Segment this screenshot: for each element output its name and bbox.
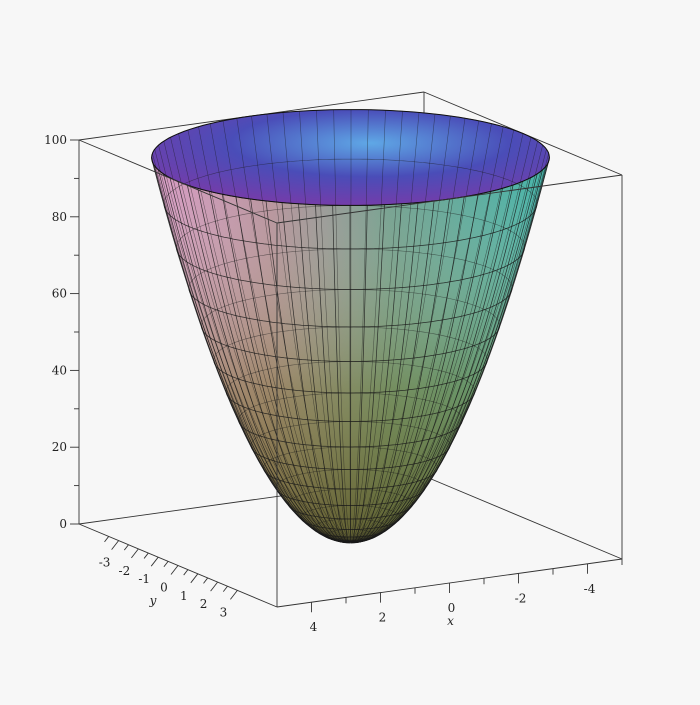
x-tick-label: -4: [584, 582, 596, 596]
surface-mesh-front: [151, 109, 550, 544]
surface-outer-front: [151, 157, 550, 542]
box-edge-top-left: [78, 139, 278, 224]
mesh-ring-back: [163, 158, 538, 205]
mesh-ring-front: [312, 528, 389, 538]
mesh-ring-front: [163, 203, 538, 250]
inner-surface-fill: [151, 109, 550, 206]
mesh-ring-front: [275, 487, 426, 506]
x-tick-label: 2: [379, 611, 387, 625]
y-tick-label: 2: [200, 597, 208, 611]
mesh-ring-front: [337, 540, 364, 544]
y-tick: [104, 536, 110, 543]
y-tick: [170, 565, 179, 575]
y-tick: [203, 577, 209, 584]
y-tick: [210, 581, 218, 592]
mesh-ring-front: [200, 325, 501, 362]
mesh-ring-front: [263, 468, 438, 490]
mesh-ring-front: [188, 288, 513, 328]
mesh-ring-front: [238, 419, 463, 448]
y-tick: [222, 585, 228, 592]
z-tick-label: 60: [52, 287, 67, 301]
z-tick-label: 100: [44, 133, 67, 147]
z-axis: 0 20 40 60 80 100: [44, 133, 79, 531]
mesh-ring-front: [325, 535, 376, 542]
rim-outline: [151, 109, 550, 206]
y-tick: [190, 573, 199, 584]
y-tick: [230, 590, 238, 600]
x-tick-label: 0: [448, 601, 456, 615]
y-axis-label: y: [149, 593, 157, 607]
x-tick-label: -2: [515, 591, 527, 605]
x-axis: 4 2 0 -2 -4 x: [310, 559, 623, 634]
y-tick: [131, 548, 139, 559]
y-tick: [123, 544, 129, 551]
y-tick-label: -1: [138, 572, 150, 586]
x-axis-label: x: [447, 614, 454, 628]
surface-inner-back: [151, 109, 550, 206]
z-tick-label: 40: [52, 363, 67, 377]
z-tick-label: 0: [59, 517, 67, 531]
y-tick: [111, 540, 119, 550]
mesh-ring-front: [225, 391, 476, 422]
y-tick: [183, 569, 189, 576]
x-tick-label: 4: [310, 620, 318, 634]
y-tick: [163, 561, 169, 568]
y-tick-label: 0: [160, 581, 168, 595]
mesh-ring-front: [300, 517, 401, 530]
z-tick-label: 20: [52, 440, 67, 454]
y-tick: [143, 552, 149, 559]
mesh-ring-front: [213, 360, 488, 394]
mesh-ring-front: [250, 445, 451, 470]
y-tick-label: -3: [99, 556, 111, 570]
outer-surface-shade: [151, 157, 550, 542]
box-edge-top-front: [276, 174, 623, 224]
box-edge-bottom-right: [423, 475, 623, 560]
y-tick-label: 1: [180, 589, 188, 603]
y-tick-label: -2: [119, 564, 131, 578]
mesh-ring-front: [176, 247, 525, 290]
y-tick: [150, 556, 159, 567]
z-tick-label: 80: [52, 210, 67, 224]
mesh-ring-front: [287, 503, 414, 520]
y-tick-label: 3: [220, 605, 228, 619]
